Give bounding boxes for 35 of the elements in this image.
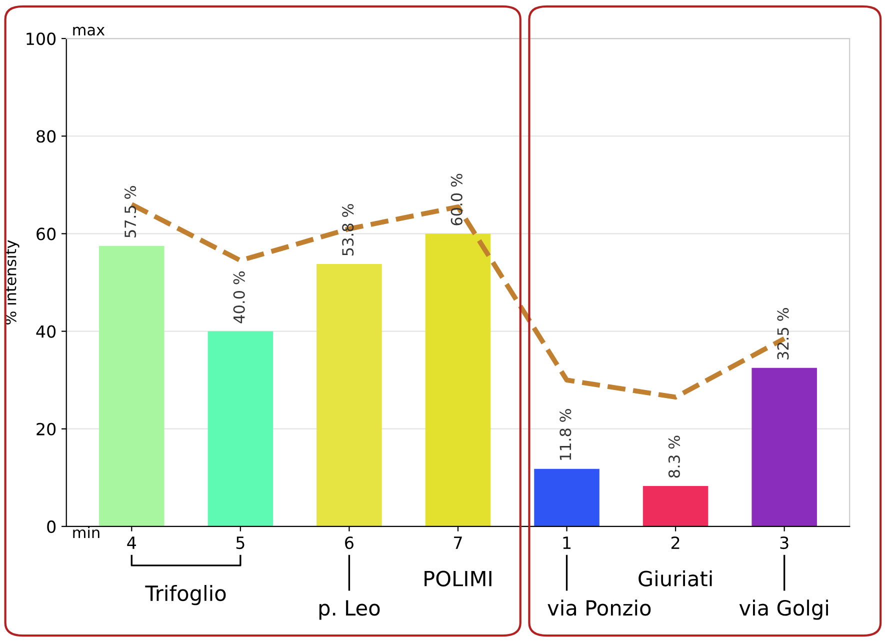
- bar: [425, 234, 491, 526]
- bar: [642, 486, 708, 526]
- text: Giuriati: [638, 570, 712, 586]
- data-label: 8.3 %: [668, 436, 680, 478]
- x-tick-label: 2: [671, 536, 680, 549]
- x-tick-label: 4: [127, 536, 136, 549]
- text: POLIMI: [424, 570, 492, 586]
- y-tick-label: 40: [36, 325, 56, 338]
- y-tick-label: 20: [36, 422, 56, 436]
- x-tick-label: 6: [345, 536, 354, 550]
- bar: [534, 468, 600, 526]
- data-label: 40.0 %: [233, 271, 245, 324]
- bar: [752, 368, 817, 526]
- bar: [208, 331, 274, 526]
- y-tick-label: 60: [36, 228, 56, 240]
- data-label: 57.5 %: [124, 186, 136, 238]
- y-tick-label: 80: [36, 130, 56, 143]
- x-tick-label: 7: [454, 536, 462, 549]
- text: via Ponzio: [548, 600, 651, 616]
- bar: [316, 264, 382, 526]
- data-label: 53.8 %: [342, 204, 354, 256]
- text: p. Leo: [319, 600, 380, 620]
- text: min: [73, 526, 100, 538]
- x-tick-label: 5: [236, 536, 244, 550]
- data-label: 32.5 %: [777, 308, 789, 360]
- bar: [99, 246, 164, 526]
- data-label: 11.8 %: [560, 409, 572, 460]
- data-label: 60.0 %: [450, 174, 462, 226]
- y-tick-label: 100: [26, 32, 56, 46]
- text: max: [73, 26, 105, 36]
- text: via Golgi: [739, 600, 828, 620]
- x-tick-label: 1: [563, 536, 571, 549]
- x-tick-label: 3: [780, 536, 788, 550]
- text: Trifoglio: [145, 584, 226, 606]
- y-tick-label: 0: [47, 520, 56, 534]
